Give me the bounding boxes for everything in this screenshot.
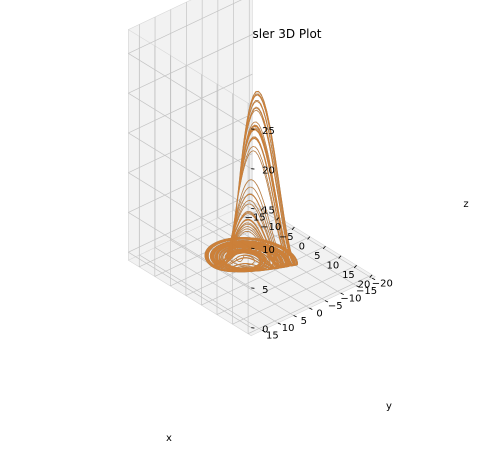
y-tick-label: 15 [266,331,279,342]
grid-line-y [170,239,294,316]
y-tick-mark [324,300,329,303]
x-tick-mark [307,236,311,240]
y-tick-mark [356,285,360,288]
grid-line-x [232,264,357,325]
x-tick-mark [260,207,264,211]
x-tick-mark [291,226,295,231]
x-tick-mark [276,217,280,221]
grid-line-z [128,34,253,94]
y-tick-mark [309,307,313,310]
series-layer [204,90,298,273]
x-tick-label: −5 [279,232,294,243]
grid-line-y [154,247,279,324]
grid-line-z [128,132,252,209]
z-tick-label: 10 [262,245,275,256]
z-tick-label: 5 [262,285,268,296]
grid-line-x [247,274,373,335]
y-tick-label: −20 [372,279,393,290]
x-tick-label: 0 [299,241,305,252]
grid-line-y [201,224,326,301]
x-tick-mark [353,265,357,269]
x-tick-mark [322,245,326,250]
y-tick-mark [262,330,266,333]
y-tick-mark [293,315,297,318]
x-tick-label: −10 [260,222,281,233]
z-tick-label: 25 [262,126,275,137]
x-tick-mark [338,255,342,259]
x-tick-label: 15 [342,270,355,281]
grid-line-y [249,202,373,279]
x-tick-label: 5 [314,251,320,262]
grid-line-z [128,113,253,174]
z-tick-label: 0 [262,325,268,336]
y-tick-label: −10 [340,293,361,304]
grid-line-x [201,245,326,306]
grid-line-z [128,172,252,249]
grid-lines [128,0,373,335]
grid-line-z [128,153,253,213]
z-tick-label: 15 [262,205,275,216]
y-tick-mark [277,322,282,325]
x-axis-label: x [166,433,172,444]
z-tick-label: 20 [262,166,275,177]
y-tick-label: −15 [356,286,377,297]
x-tick-label: 10 [327,260,340,271]
x-tick-label: −15 [245,213,266,224]
series-line-2 [204,90,298,273]
y-tick-label: 0 [316,308,322,319]
grid-line-z [128,92,252,169]
y-tick-label: 10 [282,323,295,334]
grid-line-z [128,251,252,328]
y-tick-label: −5 [328,301,343,312]
grid-line-z [128,193,253,253]
grid-line-z [128,212,252,289]
grid-line-z [128,0,242,54]
y-tick-label: 5 [301,316,307,327]
axis-panes [127,0,376,337]
grid-line-y [139,254,263,331]
grid-line-z [128,73,253,134]
grid-line-x [216,255,342,315]
y-axis-label: y [386,401,392,412]
x-tick-mark [369,274,373,278]
y-tick-mark [371,277,376,281]
y-tick-mark [340,292,344,295]
grid-line-z [128,53,252,130]
z-axis-label: z [463,199,468,210]
x-tick-label: 20 [358,280,371,291]
